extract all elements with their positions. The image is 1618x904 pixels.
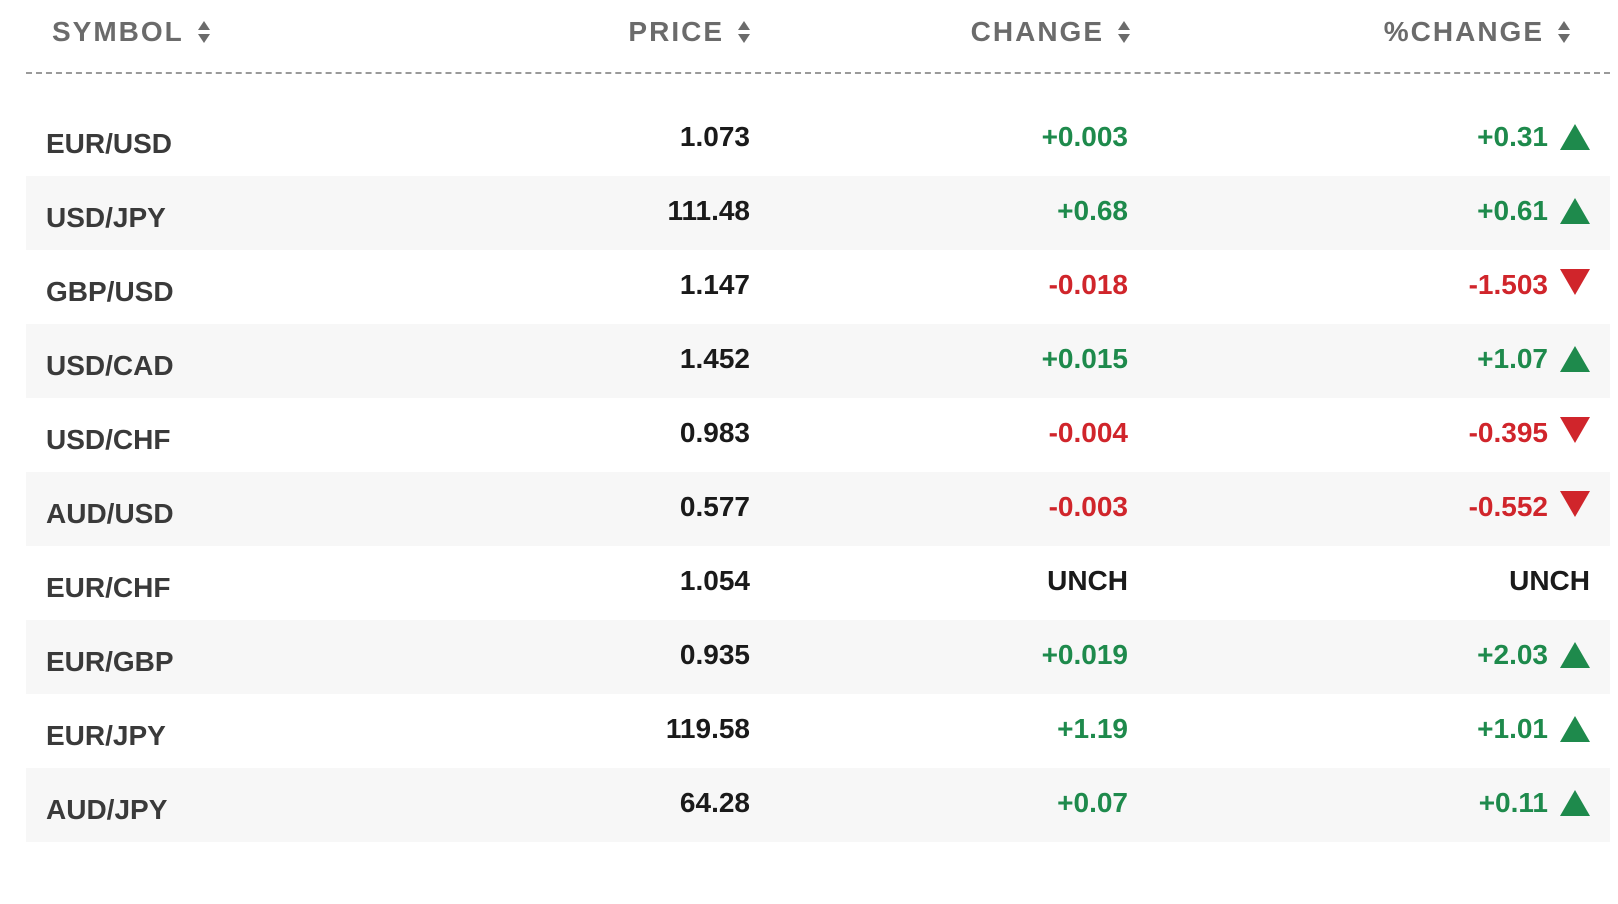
- table-row[interactable]: USD/CAD 1.452 +0.015 +1.07: [26, 324, 1610, 398]
- pct-change-value: -0.552: [1468, 491, 1548, 522]
- table-header: SYMBOL PRICE CHANGE %CHANGE: [26, 0, 1610, 74]
- pct-change-cell: +0.61: [1477, 176, 1590, 250]
- symbol-link[interactable]: AUD/JPY: [46, 794, 168, 825]
- arrow-down-icon: [1560, 417, 1590, 443]
- table-row[interactable]: EUR/JPY 119.58 +1.19 +1.01: [26, 694, 1610, 768]
- pct-change-value: UNCH: [1509, 565, 1590, 596]
- symbol-link[interactable]: EUR/USD: [46, 128, 173, 159]
- symbol-link[interactable]: EUR/GBP: [46, 646, 174, 677]
- price-value: 119.58: [665, 713, 750, 744]
- quotes-table: SYMBOL PRICE CHANGE %CHANGE EUR/USD 1.073…: [26, 0, 1610, 842]
- change-value: +0.68: [1057, 195, 1128, 226]
- table-row[interactable]: AUD/USD 0.577 -0.003 -0.552: [26, 472, 1610, 546]
- column-header-price-label: PRICE: [628, 16, 724, 47]
- pct-change-value: +1.01: [1477, 713, 1548, 744]
- column-header-symbol-label: SYMBOL: [52, 16, 184, 47]
- price-value: 1.147: [679, 269, 750, 300]
- arrow-up-icon: [1560, 346, 1590, 372]
- sort-arrows-icon[interactable]: [197, 21, 210, 43]
- pct-change-value: -1.503: [1468, 269, 1548, 300]
- price-value: 0.577: [679, 491, 750, 522]
- pct-change-cell: -0.395: [1469, 398, 1590, 472]
- pct-change-cell: -1.503: [1469, 250, 1590, 324]
- change-value: UNCH: [1047, 565, 1128, 596]
- pct-change-cell: +0.11: [1479, 768, 1590, 842]
- change-value: -0.004: [1048, 417, 1128, 448]
- pct-change-cell: -0.552: [1469, 472, 1590, 546]
- symbol-link[interactable]: EUR/CHF: [46, 572, 171, 603]
- column-header-change[interactable]: CHANGE: [971, 14, 1130, 50]
- table-row[interactable]: GBP/USD 1.147 -0.018 -1.503: [26, 250, 1610, 324]
- pct-change-value: -0.395: [1468, 417, 1548, 448]
- pct-change-cell: UNCH: [1509, 546, 1590, 620]
- table-row[interactable]: USD/CHF 0.983 -0.004 -0.395: [26, 398, 1610, 472]
- table-body: EUR/USD 1.073 +0.003 +0.31 USD/JPY 111.48 +0.6…: [26, 102, 1610, 842]
- symbol-link[interactable]: USD/JPY: [46, 202, 166, 233]
- column-header-pct-change-label: %CHANGE: [1383, 16, 1544, 47]
- price-value: 1.054: [679, 565, 750, 596]
- column-header-change-label: CHANGE: [970, 16, 1104, 47]
- pct-change-value: +1.07: [1477, 343, 1548, 374]
- table-row[interactable]: USD/JPY 111.48 +0.68 +0.61: [26, 176, 1610, 250]
- column-header-price[interactable]: PRICE: [628, 14, 750, 50]
- symbol-link[interactable]: EUR/JPY: [46, 720, 166, 751]
- sort-arrows-icon[interactable]: [1558, 21, 1570, 43]
- price-value: 111.48: [667, 195, 750, 226]
- price-value: 1.452: [679, 343, 750, 374]
- change-value: +0.019: [1041, 639, 1128, 670]
- pct-change-cell: +1.01: [1477, 694, 1590, 768]
- change-value: +0.07: [1057, 787, 1128, 818]
- arrow-up-icon: [1560, 124, 1590, 150]
- change-value: +1.19: [1057, 713, 1128, 744]
- pct-change-value: +0.31: [1477, 121, 1548, 152]
- sort-arrows-icon[interactable]: [1118, 21, 1130, 43]
- column-header-symbol[interactable]: SYMBOL: [52, 14, 210, 50]
- arrow-up-icon: [1560, 790, 1590, 816]
- table-row[interactable]: EUR/USD 1.073 +0.003 +0.31: [26, 102, 1610, 176]
- pct-change-value: +2.03: [1477, 639, 1548, 670]
- arrow-down-icon: [1560, 269, 1590, 295]
- pct-change-cell: +0.31: [1477, 102, 1590, 176]
- pct-change-cell: +1.07: [1477, 324, 1590, 398]
- sort-arrows-icon[interactable]: [738, 21, 750, 43]
- pct-change-value: +0.61: [1477, 195, 1548, 226]
- price-value: 1.073: [679, 121, 750, 152]
- column-header-pct-change[interactable]: %CHANGE: [1384, 14, 1570, 50]
- symbol-link[interactable]: AUD/USD: [46, 498, 174, 529]
- price-value: 64.28: [679, 787, 750, 818]
- change-value: +0.015: [1041, 343, 1128, 374]
- price-value: 0.983: [679, 417, 750, 448]
- arrow-down-icon: [1560, 491, 1590, 517]
- symbol-link[interactable]: GBP/USD: [46, 276, 174, 307]
- price-value: 0.935: [679, 639, 750, 670]
- table-row[interactable]: EUR/GBP 0.935 +0.019 +2.03: [26, 620, 1610, 694]
- pct-change-cell: +2.03: [1477, 620, 1590, 694]
- change-value: -0.003: [1048, 491, 1128, 522]
- symbol-link[interactable]: USD/CHF: [46, 424, 171, 455]
- arrow-up-icon: [1560, 642, 1590, 668]
- pct-change-value: +0.11: [1478, 787, 1548, 818]
- arrow-up-icon: [1560, 716, 1590, 742]
- change-value: +0.003: [1041, 121, 1128, 152]
- table-row[interactable]: AUD/JPY 64.28 +0.07 +0.11: [26, 768, 1610, 842]
- table-row[interactable]: EUR/CHF 1.054 UNCH UNCH: [26, 546, 1610, 620]
- symbol-link[interactable]: USD/CAD: [46, 350, 174, 381]
- arrow-up-icon: [1560, 198, 1590, 224]
- change-value: -0.018: [1048, 269, 1128, 300]
